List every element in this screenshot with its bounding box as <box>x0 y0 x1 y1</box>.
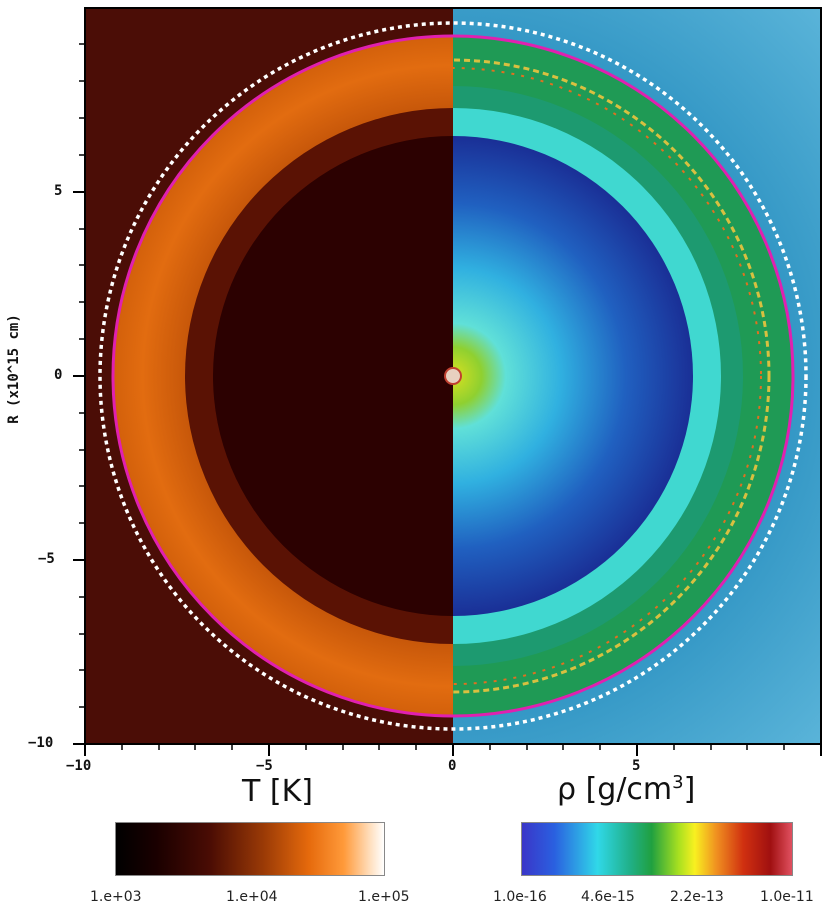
temperature-colorbar <box>115 822 385 876</box>
x-tick-label: −5 <box>256 758 273 774</box>
y-tick-label: −10 <box>28 735 54 751</box>
density-colorbar-label: 1.0e-11 <box>760 889 814 905</box>
temperature-colorbar-label: 1.e+03 <box>90 889 142 905</box>
temperature-panel <box>85 8 453 744</box>
density-colorbar-label: 4.6e-15 <box>581 889 635 905</box>
density-colorbar-label: 1.0e-16 <box>493 889 547 905</box>
density-core <box>453 136 693 616</box>
x-axis-ticks <box>84 744 822 756</box>
central-source-marker <box>444 367 462 385</box>
magenta-circle <box>111 34 795 718</box>
temperature-colorbar-label: 1.e+04 <box>226 889 278 905</box>
density-colorbar <box>521 822 793 876</box>
density-title: ρ [g/cm3] <box>557 772 695 807</box>
x-axis-minor-ticks <box>121 744 785 750</box>
x-tick-label: −10 <box>66 758 92 774</box>
temperature-title: T [K] <box>242 774 313 809</box>
y-axis-minor-ticks <box>79 43 85 708</box>
y-tick-label: −5 <box>38 551 55 567</box>
density-colorbar-label: 2.2e-13 <box>670 889 724 905</box>
y-tick-label: 0 <box>54 367 63 383</box>
temperature-colorbar-label: 1.e+05 <box>358 889 410 905</box>
density-instability-front <box>453 58 771 694</box>
y-axis-label: R (x10^15 cm) <box>6 314 22 424</box>
density-instability-front-inner <box>453 67 762 685</box>
x-tick-label: 5 <box>632 758 641 774</box>
density-title-end: ] <box>683 772 696 807</box>
temperature-core <box>213 136 453 616</box>
dotted-circle <box>98 21 808 731</box>
y-axis-ticks <box>73 191 85 745</box>
x-tick-label: 0 <box>448 758 457 774</box>
density-title-superscript: 3 <box>672 772 684 793</box>
density-title-base: ρ [g/cm <box>557 772 673 807</box>
density-panel <box>453 8 821 744</box>
y-tick-label: 5 <box>54 183 63 199</box>
